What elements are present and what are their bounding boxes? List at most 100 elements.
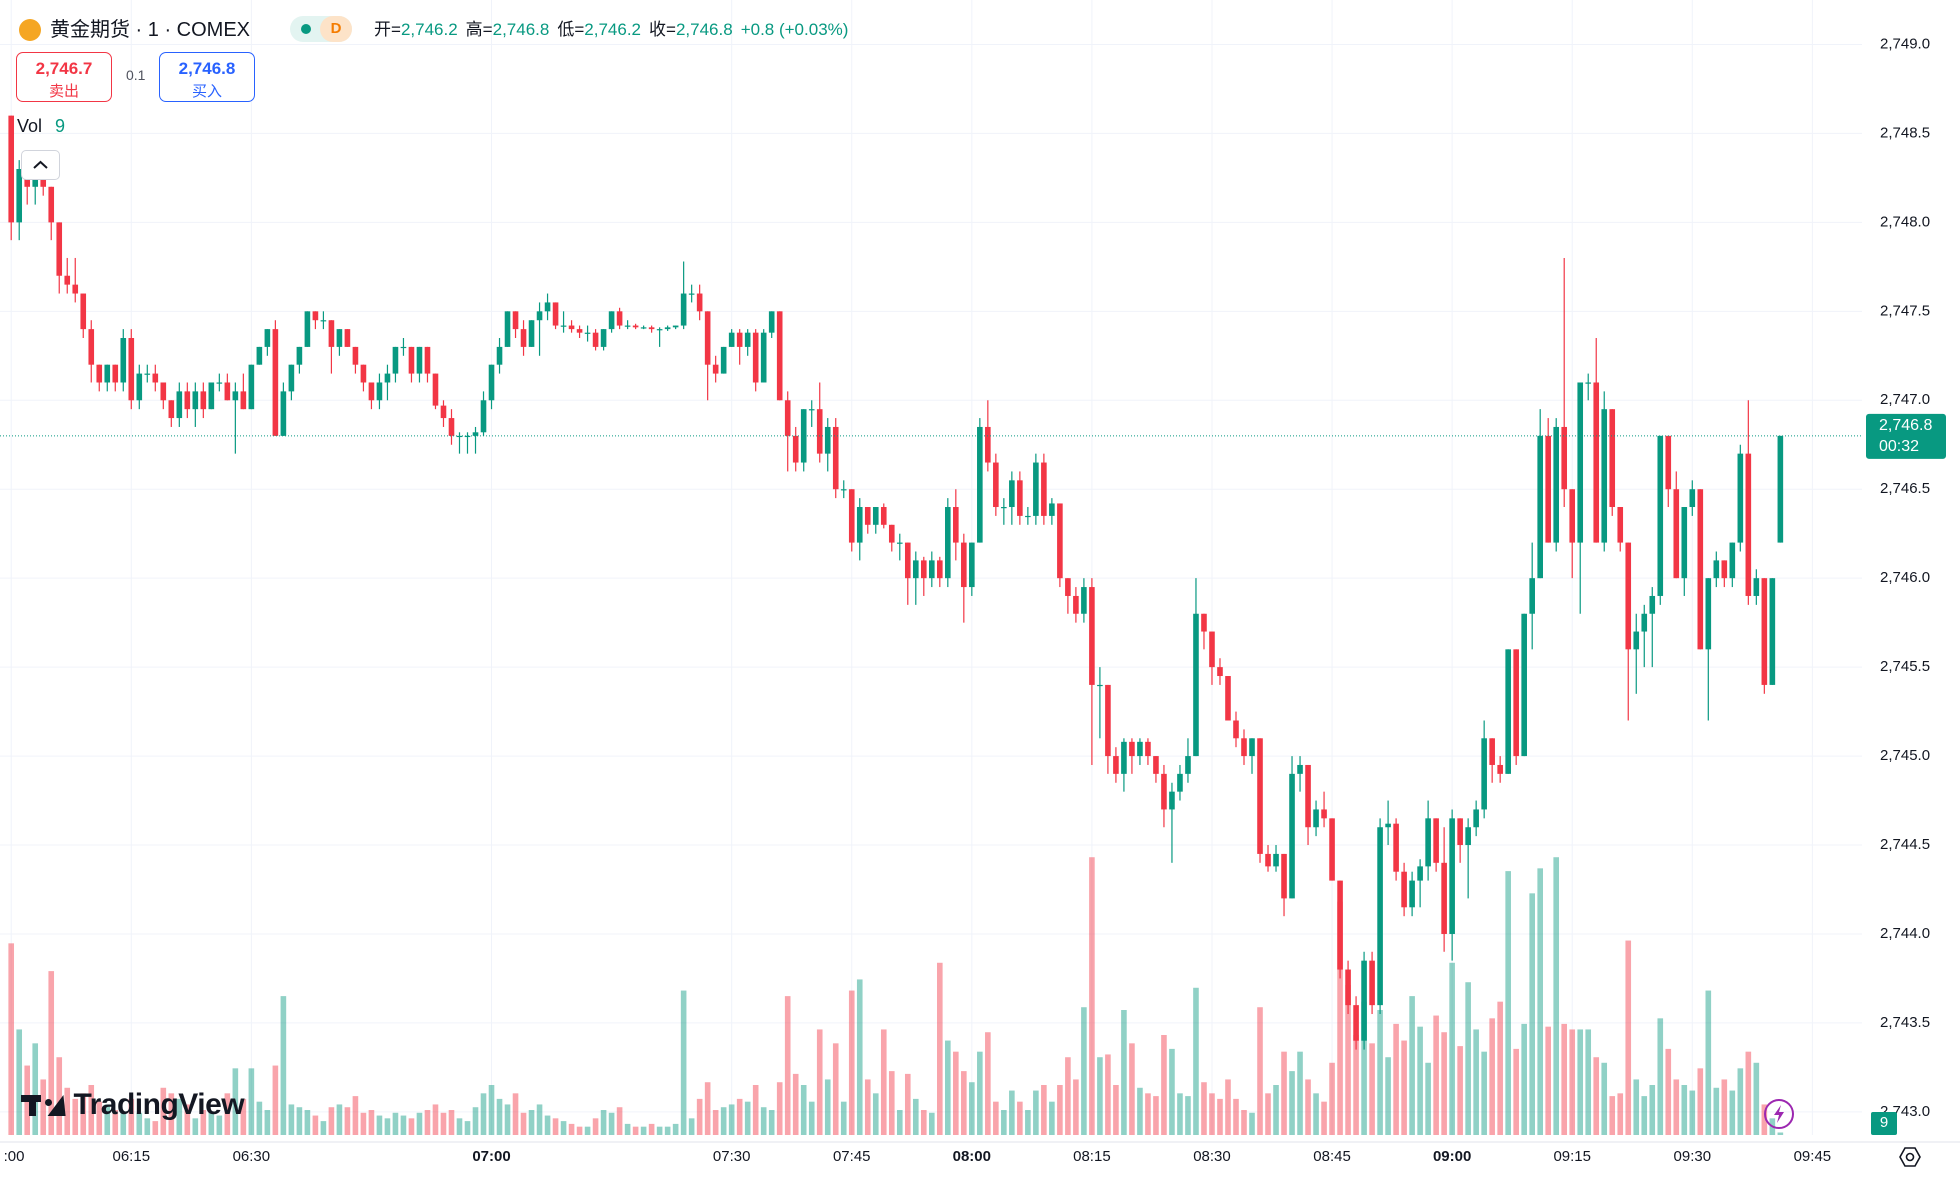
- x-tick-label: 07:00: [472, 1148, 510, 1165]
- x-tick-label: 08:15: [1073, 1148, 1111, 1165]
- volume-bar: [1593, 1057, 1600, 1135]
- candle-body: [1561, 426, 1568, 490]
- volume-bar: [1681, 1085, 1688, 1135]
- candle-body: [1233, 720, 1239, 739]
- candle-body: [1177, 773, 1183, 792]
- candle-body: [1377, 827, 1383, 1006]
- candle-body: [1297, 764, 1303, 774]
- volume-bar: [1105, 1054, 1111, 1135]
- candle-body: [1609, 409, 1616, 508]
- volume-bar: [616, 1107, 623, 1135]
- volume-bar: [985, 1032, 991, 1135]
- candle-body: [136, 373, 143, 401]
- candle-body: [1505, 649, 1511, 774]
- volume-bar: [1385, 1057, 1391, 1135]
- candle-body: [840, 489, 847, 491]
- volume-bar: [560, 1121, 567, 1135]
- candle-body: [584, 332, 591, 334]
- volume-bar: [32, 1043, 39, 1135]
- candle-body: [1649, 595, 1656, 614]
- candle-body: [248, 364, 255, 410]
- volume-bar: [472, 1107, 479, 1135]
- volume-bar: [208, 1112, 215, 1135]
- volume-bar: [480, 1093, 487, 1135]
- sell-button[interactable]: 2,746.7 卖出: [16, 52, 112, 102]
- candle-body: [1697, 489, 1704, 650]
- volume-bar: [1529, 893, 1535, 1135]
- sell-label: 卖出: [48, 83, 79, 100]
- volume-bar: [728, 1104, 735, 1135]
- volume-bar: [1281, 1051, 1287, 1135]
- candle-body: [264, 329, 271, 347]
- volume-bar: [1217, 1098, 1223, 1135]
- volume-bar: [1665, 1048, 1672, 1135]
- volume-bar: [104, 1104, 111, 1135]
- volume-bar: [448, 1110, 455, 1135]
- candle-body: [904, 542, 911, 579]
- last-price-tag: [1866, 413, 1946, 459]
- candle-body: [656, 329, 663, 331]
- candle-body: [1593, 382, 1600, 543]
- volume-bar: [488, 1085, 495, 1135]
- candle-body: [1289, 773, 1295, 899]
- volume-bar: [192, 1118, 199, 1135]
- volume-bar: [656, 1126, 663, 1135]
- candle-body: [312, 311, 319, 321]
- volume-bar: [1305, 1079, 1311, 1135]
- ohlc-key: 高=: [465, 20, 493, 39]
- candle-body: [72, 284, 79, 294]
- volume-bar: [1705, 990, 1712, 1135]
- last-volume-tag: [1871, 1112, 1897, 1135]
- candle-body: [969, 542, 975, 588]
- volume-bar: [640, 1126, 647, 1135]
- candle-body: [1129, 741, 1135, 757]
- volume-bar: [1225, 1079, 1231, 1135]
- lightning-button[interactable]: [1764, 1099, 1794, 1129]
- ohlc-value: 2,746.2: [400, 20, 458, 39]
- buy-button[interactable]: 2,746.8 买入: [159, 52, 255, 102]
- collapse-button[interactable]: [21, 150, 60, 180]
- candle-body: [1121, 741, 1127, 774]
- volume-bar: [1369, 1043, 1375, 1135]
- candle-body: [488, 364, 495, 401]
- volume-bar: [1249, 1112, 1255, 1135]
- volume-bar: [1361, 1001, 1367, 1135]
- volume-bar: [1713, 1087, 1720, 1135]
- candle-body: [80, 293, 87, 330]
- volume-bar: [1753, 1062, 1760, 1135]
- candle-body: [1137, 741, 1143, 757]
- volume-bar: [1169, 1048, 1175, 1135]
- candle-body: [360, 364, 367, 383]
- candle-body: [1353, 1005, 1359, 1041]
- volume-bar: [1569, 1029, 1576, 1135]
- volume-bar: [945, 1040, 951, 1135]
- status-pill[interactable]: D: [290, 16, 352, 42]
- candle-body: [784, 400, 791, 436]
- volume-bar: [408, 1118, 415, 1135]
- candle-body: [1049, 503, 1055, 516]
- candle-body: [288, 364, 295, 392]
- candle-body: [200, 391, 207, 410]
- volume-bar: [600, 1110, 607, 1135]
- candle-body: [1737, 453, 1744, 543]
- volume-bar: [1401, 1040, 1407, 1135]
- x-tick-label: 09:15: [1553, 1148, 1591, 1165]
- volume-bar: [1121, 1010, 1127, 1135]
- volume-bar: [496, 1098, 503, 1135]
- candle-body: [888, 524, 895, 543]
- volume-bar: [120, 1112, 127, 1135]
- volume-bar: [456, 1118, 463, 1135]
- candle-body: [1657, 435, 1664, 596]
- volume-bar: [1689, 1090, 1696, 1135]
- volume-bar: [688, 1118, 695, 1135]
- volume-bar: [1289, 1071, 1295, 1135]
- candle-body: [800, 409, 807, 463]
- candle-body: [1585, 382, 1592, 384]
- symbol-title[interactable]: 黄金期货 · 1 · COMEX: [50, 19, 251, 41]
- candle-body: [40, 177, 47, 187]
- candle-body: [496, 346, 503, 365]
- volume-bar: [1113, 1085, 1119, 1135]
- volume-bar: [392, 1112, 399, 1135]
- settings-button[interactable]: [1898, 1145, 1922, 1169]
- candle-body: [977, 426, 983, 543]
